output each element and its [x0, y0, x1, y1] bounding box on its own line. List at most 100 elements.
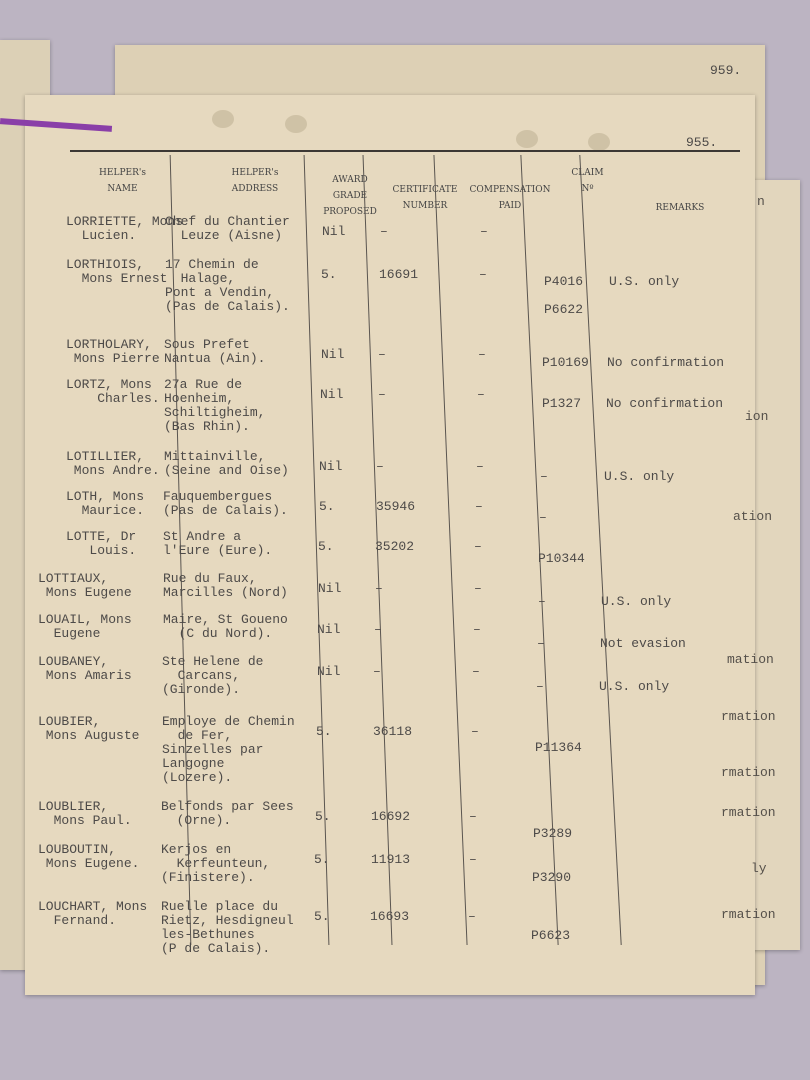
address: 17 Chemin de Halage, Pont a Vendin, (Pas… [165, 257, 290, 314]
award: Nil [317, 664, 341, 679]
address: Employe de Chemin de Fer, Sinzelles par … [162, 714, 295, 785]
award: 5. [318, 539, 334, 554]
claim: P3289 [533, 826, 573, 841]
column-header: CLAIM Nº [571, 168, 604, 194]
address: Rue du Faux, Marcilles (Nord) [163, 571, 288, 600]
address: St Andre a l'Eure (Eure). [163, 529, 273, 558]
compensation: – [477, 387, 485, 402]
helper-name: LOTILLIER, Mons Andre. [66, 449, 160, 478]
compensation: – [478, 347, 486, 362]
compensation: – [471, 724, 479, 739]
address: 27a Rue de Hoenheim, Schiltigheim, (Bas … [164, 377, 266, 434]
certificate: 16692 [371, 809, 411, 824]
compensation: – [469, 852, 477, 867]
back-page-fragment: ly [751, 861, 767, 876]
column-header: CERTIFICATE NUMBER [392, 185, 458, 211]
claim: – [538, 594, 546, 609]
remarks: U.S. only [601, 594, 672, 609]
award: Nil [318, 581, 342, 596]
helper-name: LOTH, Mons Maurice. [66, 489, 145, 518]
column-header: AWARD GRADE PROPOSED [323, 175, 377, 217]
certificate: – [374, 622, 382, 637]
helper-name: LORTHOLARY, Mons Pierre [66, 337, 160, 366]
compensation: – [474, 539, 482, 554]
back-page-fragment: rmation [721, 765, 776, 780]
compensation: – [469, 809, 477, 824]
helper-name: LOTTE, Dr Louis. [66, 529, 137, 558]
certificate: – [373, 664, 381, 679]
front-sheet [25, 95, 755, 995]
compensation: – [473, 622, 481, 637]
compensation: – [479, 267, 487, 282]
remarks: Not evasion [600, 636, 686, 651]
remarks: U.S. only [604, 469, 675, 484]
claim: P6623 [531, 928, 571, 943]
column-header: REMARKS [655, 203, 705, 213]
punch-hole [285, 115, 307, 133]
compensation: – [476, 459, 484, 474]
remarks: No confirmation [607, 355, 725, 370]
remarks: U.S. only [609, 274, 680, 289]
certificate: – [376, 459, 384, 474]
award: Nil [317, 622, 341, 637]
column-header: HELPER's NAME [99, 168, 146, 194]
back-page-number: 959. [710, 63, 742, 78]
claim: P3290 [532, 870, 572, 885]
helper-name: LORTZ, Mons Charles. [66, 377, 160, 406]
claim: – [540, 469, 548, 484]
certificate: 35946 [376, 499, 416, 514]
back-page-fragment: rmation [721, 709, 776, 724]
certificate: 16693 [370, 909, 410, 924]
helper-name: LOTTIAUX, Mons Eugene [38, 571, 132, 600]
certificate: 16691 [379, 267, 419, 282]
compensation: – [475, 499, 483, 514]
claim: P10344 [538, 551, 585, 566]
back-page-fragment: ation [733, 509, 773, 524]
helper-name: LOUBIER, Mons Auguste [38, 714, 140, 743]
certificate: 35202 [375, 539, 415, 554]
page-number: 955. [686, 135, 718, 150]
address: Ste Helene de Carcans, (Gironde). [162, 654, 264, 697]
address: Fauquembergues (Pas de Calais). [163, 489, 288, 518]
claim: – [536, 679, 544, 694]
punch-hole [212, 110, 234, 128]
claim: – [537, 636, 545, 651]
award: 5. [315, 809, 331, 824]
helper-name: LOUBANEY, Mons Amaris [38, 654, 132, 683]
award: Nil [321, 347, 345, 362]
award: Nil [319, 459, 343, 474]
header-rule [70, 150, 740, 152]
back-page-fragment: ion [745, 409, 769, 424]
helper-name: LOUAIL, Mons Eugene [38, 612, 132, 641]
compensation: – [474, 581, 482, 596]
claim: P10169 [542, 355, 589, 370]
remarks: U.S. only [599, 679, 670, 694]
punch-hole [516, 130, 538, 148]
punch-hole [588, 133, 610, 151]
compensation: – [468, 909, 476, 924]
award: 5. [316, 724, 332, 739]
award: 5. [314, 852, 330, 867]
column-header: COMPENSATION PAID [469, 185, 551, 211]
address: Chef du Chantier Leuze (Aisne) [165, 214, 290, 243]
certificate: – [378, 387, 386, 402]
claim: – [539, 510, 547, 525]
address: Ruelle place du Rietz, Hesdigneul les-Be… [161, 899, 294, 956]
address: Sous Prefet Nantua (Ain). [164, 337, 266, 366]
address: Kerjos en Kerfeunteun, (Finistere). [161, 842, 271, 885]
claim: P1327 [542, 396, 582, 411]
certificate: – [378, 347, 386, 362]
column-header: HELPER's ADDRESS [231, 168, 279, 194]
award: 5. [314, 909, 330, 924]
address: Belfonds par Sees (Orne). [161, 799, 294, 828]
claim: P4016 P6622 [544, 274, 584, 317]
address: Mittainville, (Seine and Oise) [164, 449, 289, 478]
certificate: – [380, 224, 388, 239]
address: Maire, St Goueno (C du Nord). [163, 612, 288, 641]
remarks: No confirmation [606, 396, 724, 411]
back-page-fragment: mation [727, 652, 774, 667]
helper-name: LOUBLIER, Mons Paul. [38, 799, 132, 828]
helper-name: LOUBOUTIN, Mons Eugene. [38, 842, 140, 871]
certificate: 11913 [371, 852, 411, 867]
